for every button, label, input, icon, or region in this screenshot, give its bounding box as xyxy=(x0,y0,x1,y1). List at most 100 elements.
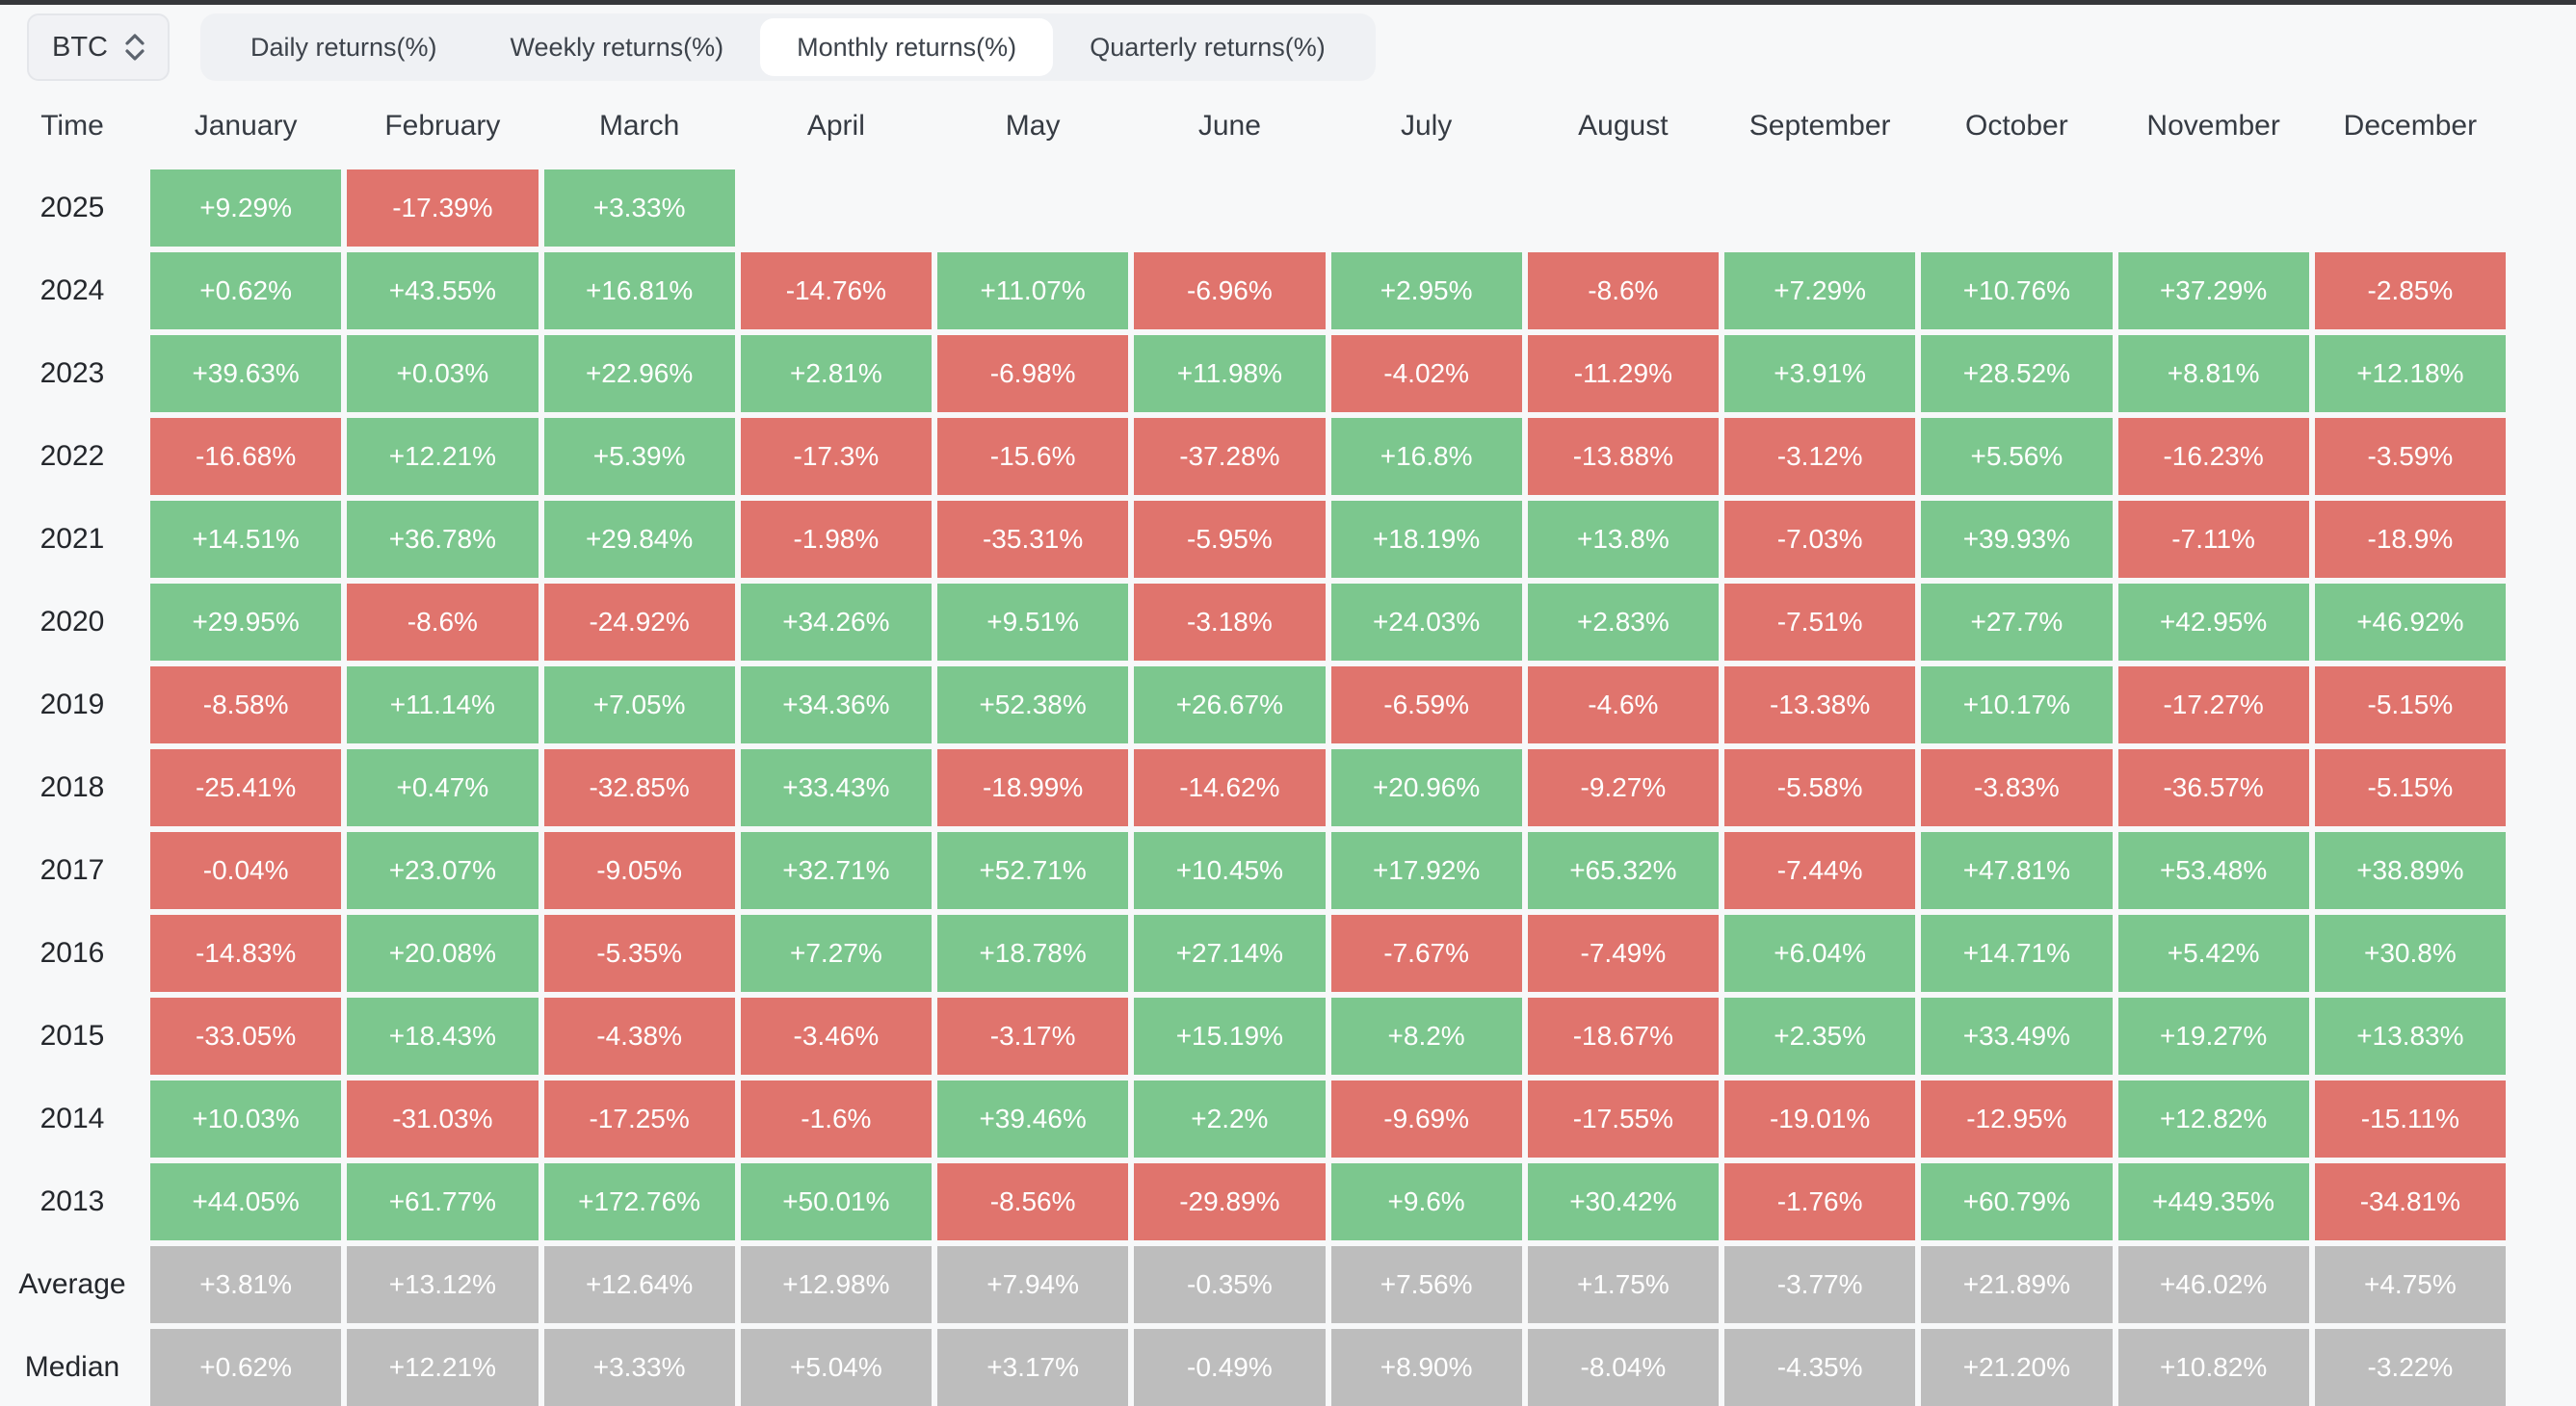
return-cell: -37.28% xyxy=(1134,418,1326,495)
return-cell: +39.63% xyxy=(150,335,342,412)
return-cell: +449.35% xyxy=(2117,1163,2309,1240)
row-label-2014: 2014 xyxy=(39,1103,105,1134)
updown-chevron-icon xyxy=(125,34,145,61)
empty-cell xyxy=(1528,169,1719,247)
return-cell: +23.07% xyxy=(347,832,539,909)
return-cell: -7.51% xyxy=(1724,584,1916,661)
return-cell: -5.15% xyxy=(2314,666,2506,743)
row-label-2020: 2020 xyxy=(39,606,105,638)
return-cell: -1.6% xyxy=(740,1081,932,1158)
row-label-2021: 2021 xyxy=(39,523,105,555)
return-cell: +27.14% xyxy=(1134,915,1326,992)
returns-tabs: Daily returns(%) Weekly returns(%) Monthly… xyxy=(200,13,1376,81)
return-cell: +0.62% xyxy=(150,252,342,329)
time-header: Time xyxy=(40,110,104,142)
row-label-2019: 2019 xyxy=(39,689,105,720)
return-cell: +9.29% xyxy=(150,169,342,247)
toolbar: BTC Daily returns(%) Weekly returns(%) Mon… xyxy=(27,13,2576,81)
tab-quarterly[interactable]: Quarterly returns(%) xyxy=(1090,32,1326,62)
return-cell: +30.8% xyxy=(2314,915,2506,992)
return-cell: -3.12% xyxy=(1724,418,1916,495)
row-label-average: Average xyxy=(18,1268,126,1300)
row-label-2022: 2022 xyxy=(39,440,105,472)
return-cell: +18.19% xyxy=(1330,501,1522,578)
tab-weekly[interactable]: Weekly returns(%) xyxy=(510,32,724,62)
return-cell: -14.83% xyxy=(150,915,342,992)
return-cell: +7.27% xyxy=(740,915,932,992)
row-label-2015: 2015 xyxy=(39,1020,105,1052)
return-cell: -35.31% xyxy=(937,501,1129,578)
return-cell: +9.6% xyxy=(1330,1163,1522,1240)
return-cell: -3.18% xyxy=(1134,584,1326,661)
month-header-may: May xyxy=(1005,110,1061,142)
return-cell: +13.12% xyxy=(347,1246,539,1323)
tab-monthly[interactable]: Monthly returns(%) xyxy=(760,18,1054,76)
return-cell: +10.03% xyxy=(150,1081,342,1158)
return-cell: -14.76% xyxy=(740,252,932,329)
return-cell: +172.76% xyxy=(543,1163,735,1240)
return-cell: +0.47% xyxy=(347,749,539,826)
month-header-june: June xyxy=(1197,110,1261,142)
return-cell: +3.91% xyxy=(1724,335,1916,412)
month-header-december: December xyxy=(2343,110,2478,142)
return-cell: +28.52% xyxy=(1921,335,2113,412)
return-cell: -31.03% xyxy=(347,1081,539,1158)
return-cell: -1.76% xyxy=(1724,1163,1916,1240)
row-label-median: Median xyxy=(24,1351,120,1383)
return-cell: -36.57% xyxy=(2117,749,2309,826)
return-cell: +12.21% xyxy=(347,1329,539,1406)
return-cell: +18.78% xyxy=(937,915,1129,992)
return-cell: -25.41% xyxy=(150,749,342,826)
tab-daily[interactable]: Daily returns(%) xyxy=(250,32,437,62)
return-cell: -8.58% xyxy=(150,666,342,743)
return-cell: +33.43% xyxy=(740,749,932,826)
return-cell: -8.6% xyxy=(347,584,539,661)
return-cell: -3.59% xyxy=(2314,418,2506,495)
return-cell: -3.22% xyxy=(2314,1329,2506,1406)
return-cell: +22.96% xyxy=(543,335,735,412)
return-cell: -13.38% xyxy=(1724,666,1916,743)
symbol-selector-label: BTC xyxy=(52,31,108,63)
return-cell: -29.89% xyxy=(1134,1163,1326,1240)
return-cell: +6.04% xyxy=(1724,915,1916,992)
return-cell: +19.27% xyxy=(2117,998,2309,1075)
return-cell: -18.99% xyxy=(937,749,1129,826)
symbol-selector[interactable]: BTC xyxy=(27,13,170,81)
return-cell: +42.95% xyxy=(2117,584,2309,661)
return-cell: -5.35% xyxy=(543,915,735,992)
return-cell: -7.11% xyxy=(2117,501,2309,578)
month-header-march: March xyxy=(598,110,680,142)
return-cell: +2.95% xyxy=(1330,252,1522,329)
return-cell: +26.67% xyxy=(1134,666,1326,743)
return-cell: +8.90% xyxy=(1330,1329,1522,1406)
month-header-july: July xyxy=(1400,110,1453,142)
return-cell: -18.67% xyxy=(1527,998,1719,1075)
return-cell: +2.35% xyxy=(1724,998,1916,1075)
return-cell: +43.55% xyxy=(347,252,539,329)
return-cell: +5.04% xyxy=(740,1329,932,1406)
return-cell: -24.92% xyxy=(543,584,735,661)
return-cell: -7.67% xyxy=(1330,915,1522,992)
return-cell: -8.56% xyxy=(937,1163,1129,1240)
return-cell: +18.43% xyxy=(347,998,539,1075)
return-cell: -0.49% xyxy=(1134,1329,1326,1406)
return-cell: -12.95% xyxy=(1921,1081,2113,1158)
return-cell: +61.77% xyxy=(347,1163,539,1240)
return-cell: -6.98% xyxy=(937,335,1129,412)
empty-cell xyxy=(741,169,932,247)
return-cell: +27.7% xyxy=(1921,584,2113,661)
return-cell: +29.95% xyxy=(150,584,342,661)
return-cell: -9.27% xyxy=(1527,749,1719,826)
month-header-october: October xyxy=(1965,110,2068,142)
empty-cell xyxy=(2315,169,2506,247)
return-cell: +10.76% xyxy=(1921,252,2113,329)
month-header-january: January xyxy=(194,110,298,142)
return-cell: -8.04% xyxy=(1527,1329,1719,1406)
return-cell: -4.02% xyxy=(1330,335,1522,412)
return-cell: -7.49% xyxy=(1527,915,1719,992)
return-cell: -3.46% xyxy=(740,998,932,1075)
return-cell: +8.2% xyxy=(1330,998,1522,1075)
row-label-2018: 2018 xyxy=(39,771,105,803)
return-cell: -8.6% xyxy=(1527,252,1719,329)
return-cell: -17.25% xyxy=(543,1081,735,1158)
